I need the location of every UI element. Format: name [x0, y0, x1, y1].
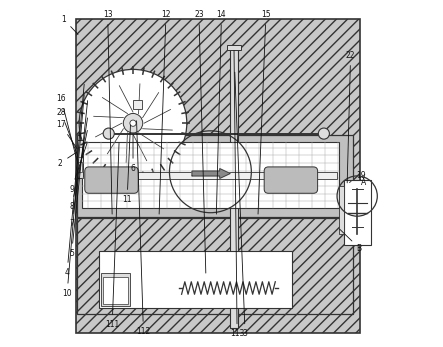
- Bar: [89, 172, 337, 179]
- Bar: [339, 186, 344, 234]
- Bar: [99, 251, 292, 308]
- Text: 10: 10: [62, 95, 84, 298]
- Text: B: B: [340, 229, 362, 253]
- Text: 23: 23: [194, 10, 206, 273]
- FancyBboxPatch shape: [85, 167, 138, 193]
- Bar: [230, 47, 238, 328]
- Text: 15: 15: [258, 10, 271, 214]
- Text: 3: 3: [235, 72, 248, 338]
- Bar: [76, 19, 360, 333]
- Bar: [101, 273, 129, 306]
- Text: 8: 8: [69, 130, 87, 211]
- Text: 14: 14: [216, 10, 226, 214]
- Text: A: A: [361, 178, 366, 187]
- Text: 1: 1: [61, 15, 78, 34]
- Text: 16: 16: [56, 94, 78, 164]
- Circle shape: [130, 120, 136, 126]
- Bar: [82, 142, 339, 208]
- Bar: [78, 147, 82, 157]
- Text: 111: 111: [105, 143, 119, 329]
- Bar: [77, 135, 353, 217]
- Bar: [77, 218, 353, 314]
- Bar: [227, 45, 241, 50]
- Bar: [77, 140, 83, 178]
- FancyBboxPatch shape: [264, 167, 318, 193]
- Text: 17: 17: [56, 120, 77, 149]
- Bar: [133, 100, 143, 109]
- Circle shape: [319, 128, 330, 139]
- Polygon shape: [192, 169, 230, 178]
- Text: 6: 6: [131, 134, 136, 173]
- Text: 4: 4: [65, 84, 84, 277]
- Text: 7: 7: [69, 118, 88, 228]
- Text: 113: 113: [230, 51, 244, 338]
- Text: 2: 2: [58, 152, 76, 168]
- Circle shape: [79, 69, 187, 177]
- Text: 9: 9: [69, 143, 87, 194]
- Text: 28: 28: [56, 108, 78, 155]
- Bar: [344, 180, 371, 245]
- Bar: [78, 162, 82, 172]
- Text: 11: 11: [122, 125, 132, 204]
- Circle shape: [123, 113, 143, 133]
- Bar: [103, 277, 128, 304]
- Text: 112: 112: [136, 121, 151, 336]
- Text: 12: 12: [159, 10, 171, 214]
- Text: 19: 19: [350, 171, 366, 183]
- Text: 22: 22: [346, 51, 355, 183]
- Circle shape: [103, 128, 114, 139]
- Text: 13: 13: [103, 10, 113, 214]
- Text: 5: 5: [69, 101, 88, 258]
